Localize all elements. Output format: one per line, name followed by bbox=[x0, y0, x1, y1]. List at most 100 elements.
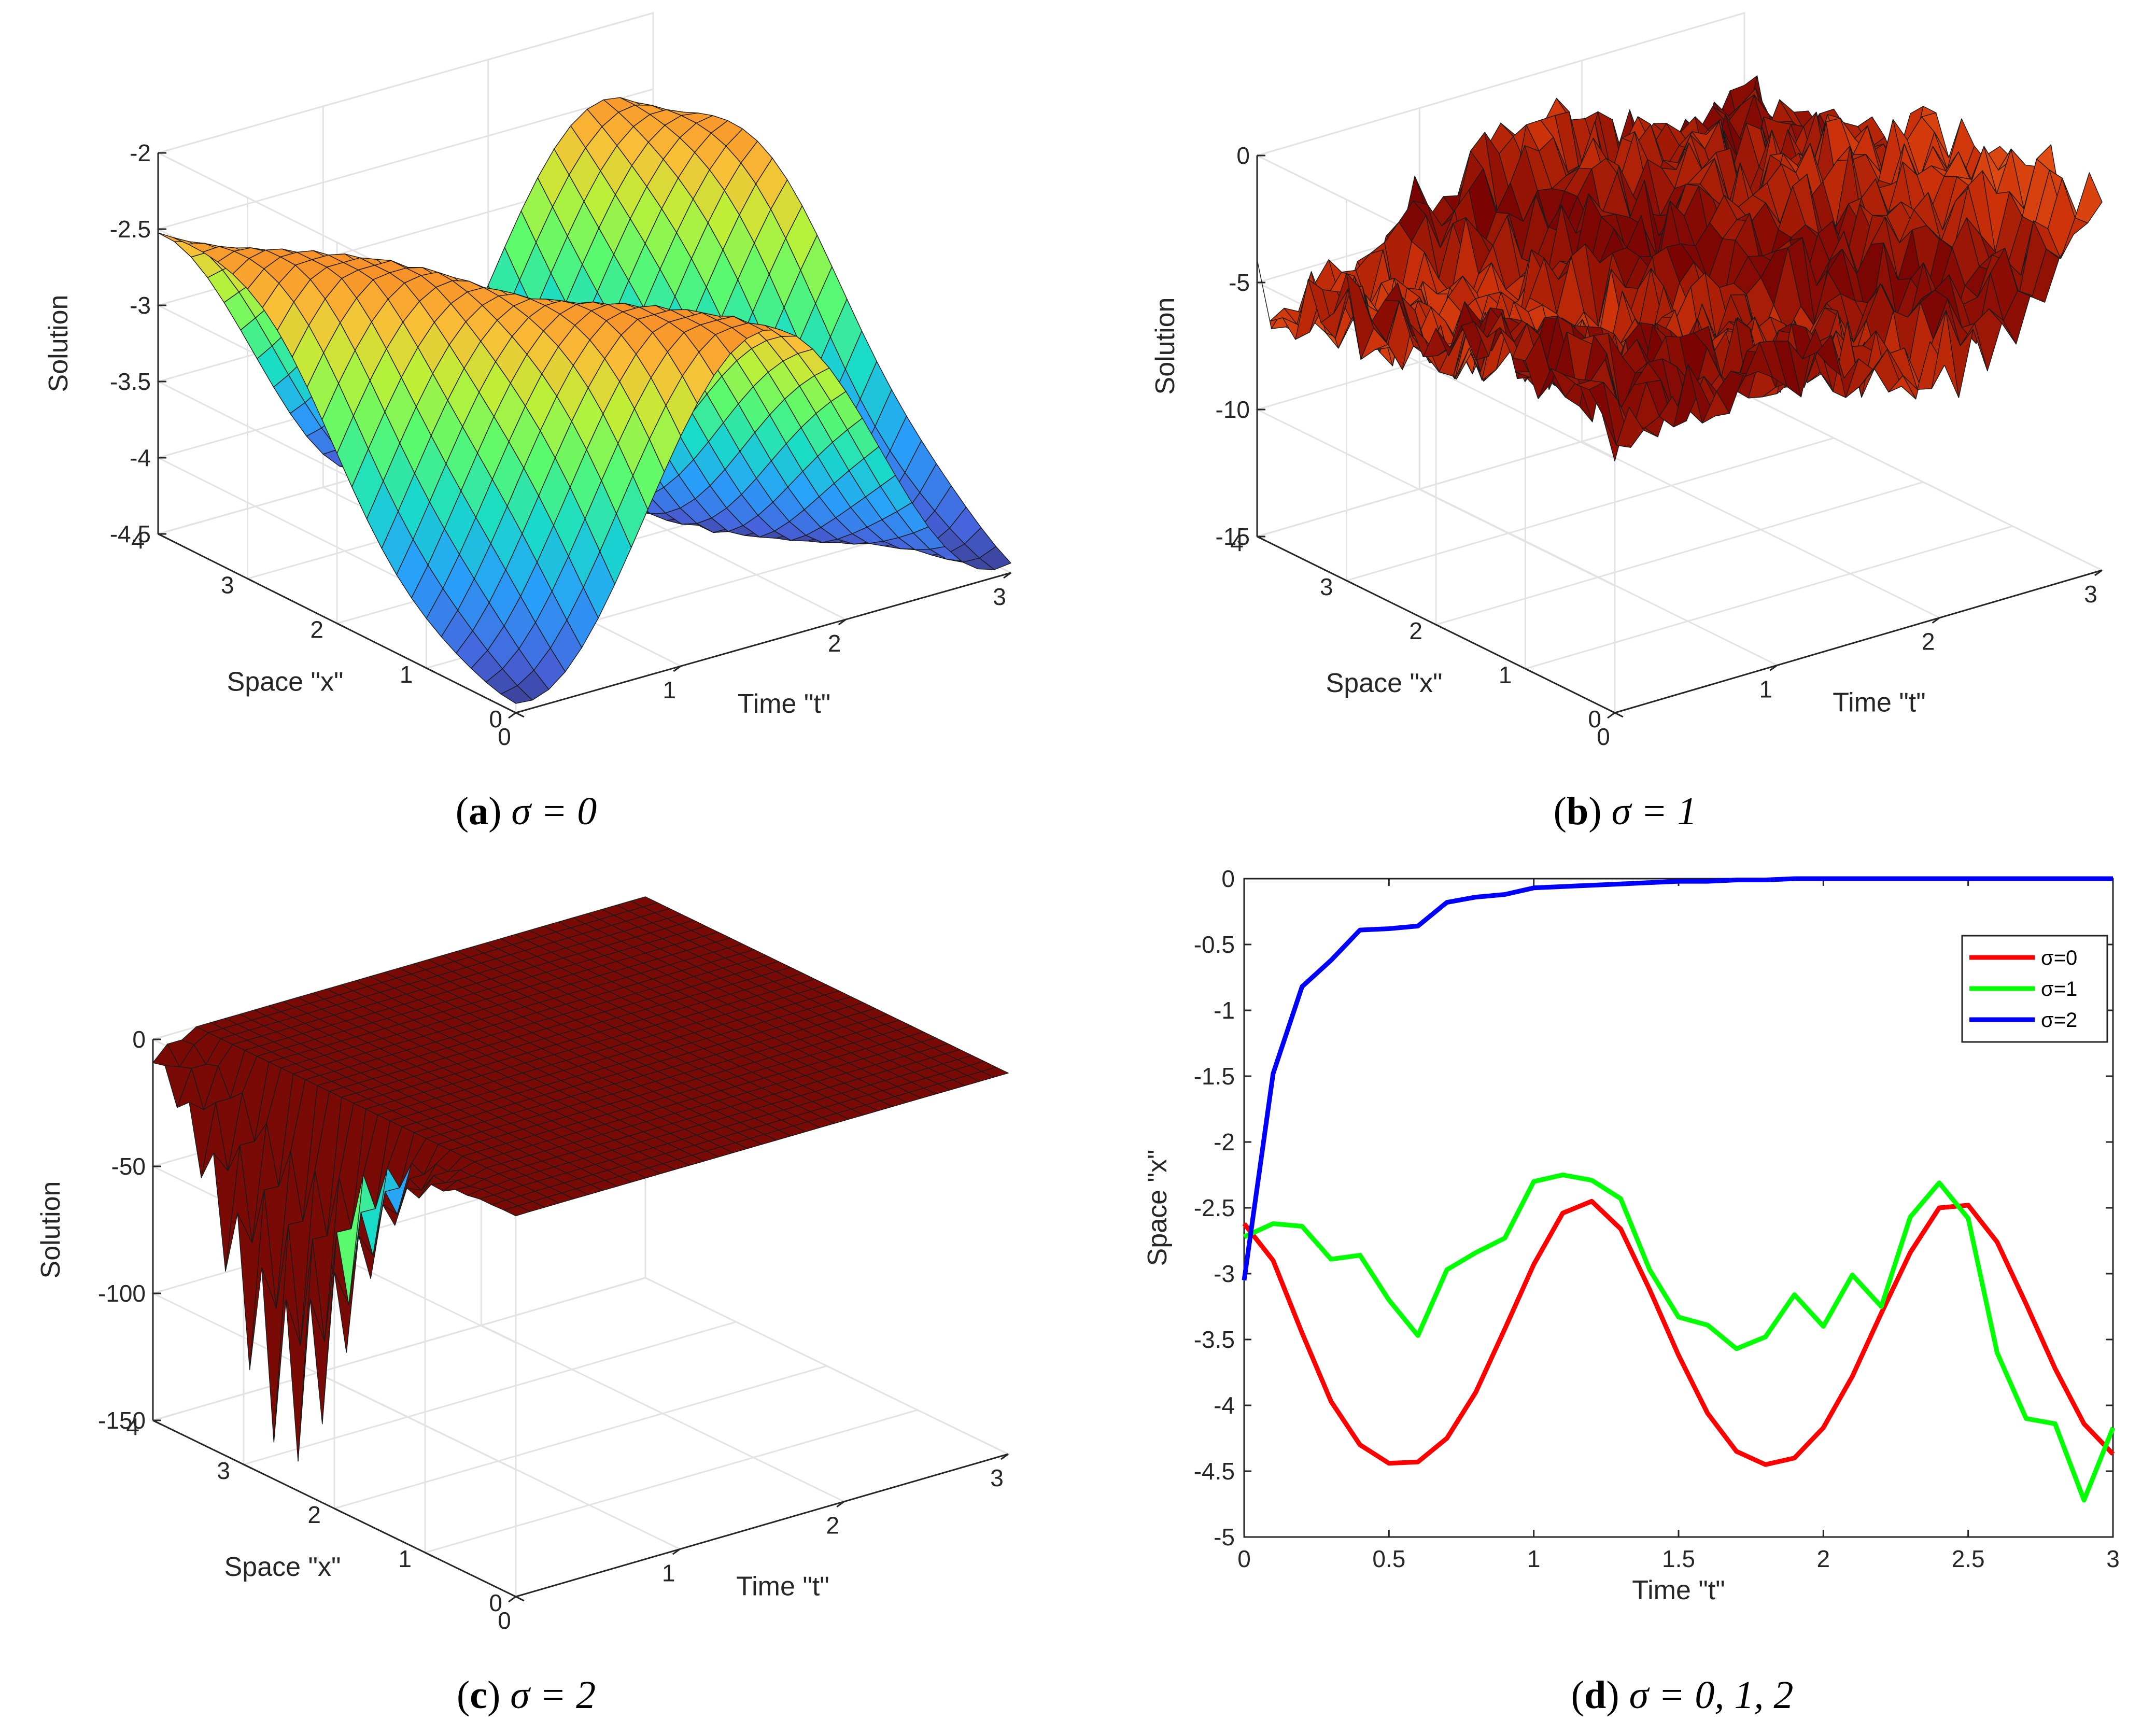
space-tick bbox=[1614, 712, 1624, 718]
space-tick-label: 3 bbox=[217, 1457, 230, 1484]
legend-entry: σ=0 bbox=[2041, 947, 2077, 969]
space-tick bbox=[426, 667, 435, 673]
x-tick-label: 0.5 bbox=[1372, 1545, 1405, 1572]
space-tick bbox=[1435, 624, 1445, 630]
grid-x bbox=[424, 1172, 918, 1554]
space-axis-label: Space "x" bbox=[1326, 668, 1443, 698]
space-tick bbox=[515, 1596, 525, 1602]
time-tick-label: 0 bbox=[1597, 723, 1610, 750]
space-tick-label: 0 bbox=[489, 1589, 502, 1616]
surface-face bbox=[979, 546, 1011, 570]
space-tick-label: 1 bbox=[398, 1545, 412, 1572]
subplot-c: 0 1 2 3 0 1 2 3 4 0 -50 -100 -150 Time "t" Space "x" So… bbox=[36, 896, 1011, 1717]
caption-paren: ) bbox=[1588, 789, 1611, 833]
space-axis-label: Space "x" bbox=[224, 1552, 341, 1582]
y-tick-label: -1 bbox=[1214, 997, 1235, 1024]
x-tick-label: 1 bbox=[1527, 1545, 1541, 1572]
time-tick bbox=[838, 618, 847, 626]
space-tick-label: 2 bbox=[310, 616, 323, 643]
caption-b: (b) σ = 1 bbox=[1554, 789, 1697, 833]
x-tick-label: 2.5 bbox=[1952, 1545, 1985, 1572]
space-tick-label: 4 bbox=[131, 527, 145, 554]
solution-axis-label: Solution bbox=[1150, 298, 1180, 395]
solution-tick-label: -2.5 bbox=[110, 216, 151, 243]
caption-letter: d bbox=[1584, 1673, 1606, 1717]
time-tick-label: 3 bbox=[990, 1464, 1004, 1491]
space-tick-label: 2 bbox=[307, 1501, 321, 1528]
caption-letter: b bbox=[1567, 789, 1588, 833]
space-tick bbox=[336, 623, 346, 628]
space-tick-label: 4 bbox=[1230, 529, 1244, 556]
time-tick bbox=[1769, 665, 1778, 671]
surface-b bbox=[1257, 75, 2103, 461]
time-tick-label: 2 bbox=[826, 1512, 840, 1539]
grid-x bbox=[515, 1216, 1009, 1598]
space-tick bbox=[334, 1507, 343, 1514]
solution-axis-label: Solution bbox=[36, 1181, 66, 1279]
solution-tick-label: -15 bbox=[1216, 523, 1250, 550]
time-tick bbox=[2094, 569, 2103, 576]
y-tick-label: -5 bbox=[1214, 1524, 1235, 1550]
y-axis-label: Space "x" bbox=[1143, 1150, 1173, 1266]
caption-equation: σ = 0, 1, 2 bbox=[1629, 1673, 1794, 1717]
space-tick-label: 1 bbox=[1499, 661, 1512, 688]
x-tick-label: 1.5 bbox=[1662, 1545, 1695, 1572]
legend-entry: σ=1 bbox=[2041, 978, 2077, 1000]
x-tick-label: 2 bbox=[1817, 1545, 1830, 1572]
solution-tick-label: -50 bbox=[111, 1153, 146, 1180]
caption-equation: σ = 2 bbox=[510, 1673, 596, 1717]
y-tick-label: -4.5 bbox=[1194, 1458, 1235, 1485]
surface-c bbox=[152, 896, 1009, 1462]
space-tick-label: 0 bbox=[489, 706, 502, 732]
time-tick-label: 1 bbox=[663, 676, 677, 703]
caption-paren: ( bbox=[1554, 789, 1567, 833]
solution-tick-label: 0 bbox=[1236, 142, 1250, 169]
surface-a bbox=[158, 97, 1011, 704]
solution-tick-label: -2 bbox=[130, 139, 151, 166]
time-axis-line bbox=[515, 572, 1011, 714]
caption-letter: a bbox=[469, 789, 488, 833]
time-axis-label: Time "t" bbox=[736, 1572, 829, 1602]
caption-paren: ( bbox=[456, 789, 469, 833]
space-tick bbox=[515, 712, 525, 718]
time-axis-line bbox=[515, 1453, 1009, 1598]
time-tick bbox=[836, 1501, 845, 1507]
caption-equation: σ = 1 bbox=[1612, 789, 1697, 833]
x-tick-label: 0 bbox=[1237, 1545, 1251, 1572]
legend-entry: σ=2 bbox=[2041, 1009, 2077, 1032]
space-tick-label: 3 bbox=[1320, 573, 1333, 600]
y-tick-label: -4 bbox=[1214, 1392, 1235, 1419]
caption-letter: c bbox=[470, 1673, 487, 1717]
space-tick bbox=[1525, 668, 1534, 674]
solution-tick-label: -3.5 bbox=[110, 368, 151, 395]
caption-a: (a) σ = 0 bbox=[456, 789, 597, 833]
solution-tick-label: -10 bbox=[1216, 396, 1250, 423]
time-tick bbox=[508, 712, 516, 719]
solution-axis-label: Solution bbox=[44, 295, 74, 392]
y-tick-label: -2 bbox=[1214, 1129, 1235, 1155]
solution-tick-label: -5 bbox=[1229, 269, 1250, 296]
caption-paren: ) bbox=[1606, 1673, 1629, 1717]
subplot-d: 0 0.5 1 1.5 2 2.5 3 0 -0.5 -1 -1.5 -2 -2.5 -3 -3.5 -4 -4… bbox=[1143, 865, 2120, 1717]
time-tick-label: 0 bbox=[498, 723, 511, 750]
caption-d: (d) σ = 0, 1, 2 bbox=[1571, 1673, 1794, 1717]
surface-face bbox=[2074, 172, 2103, 223]
time-tick-label: 3 bbox=[993, 583, 1006, 610]
caption-paren: ) bbox=[488, 789, 511, 833]
space-tick bbox=[1346, 580, 1356, 586]
time-axis-line bbox=[1614, 569, 2103, 714]
caption-paren: ( bbox=[1571, 1673, 1584, 1717]
space-axis-label: Space "x" bbox=[227, 667, 344, 697]
y-tick-label: 0 bbox=[1221, 865, 1235, 892]
time-tick-label: 2 bbox=[1922, 628, 1935, 655]
caption-paren: ) bbox=[487, 1673, 510, 1717]
subplot-a-axes: 0 1 2 3 0 1 2 3 4 -2 -2.5 -3 -3.5 -4 -4.5 Time "t" Space… bbox=[44, 139, 1011, 750]
space-tick bbox=[247, 577, 257, 584]
space-tick-label: 2 bbox=[1409, 617, 1422, 644]
subplot-a: 0 1 2 3 0 1 2 3 4 -2 -2.5 -3 -3.5 -4 -4.5 Time "t" Space… bbox=[44, 12, 1013, 833]
surface-face bbox=[981, 1066, 1009, 1078]
solution-tick-label: -4 bbox=[130, 444, 151, 471]
x-tick-label: 3 bbox=[2106, 1545, 2120, 1572]
y-tick-label: -2.5 bbox=[1194, 1194, 1235, 1221]
